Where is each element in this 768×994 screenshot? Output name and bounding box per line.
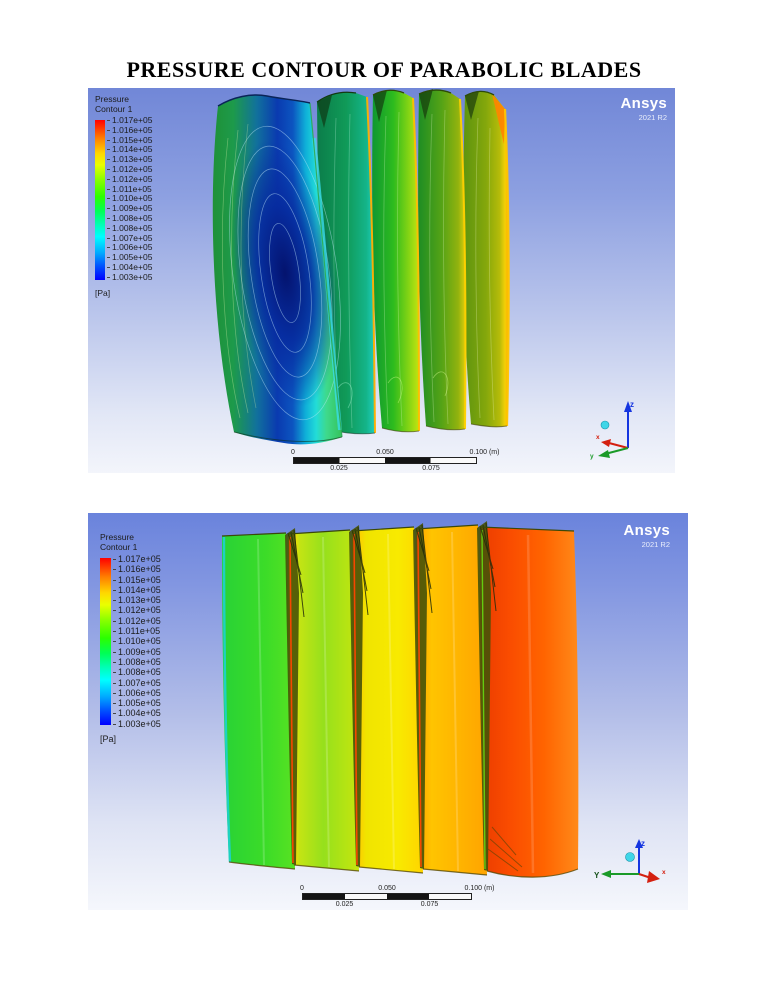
ansys-wordmark: Ansys	[623, 522, 670, 539]
ruler-label-max: 0.100 (m)	[464, 885, 495, 892]
ruler-bar	[293, 457, 477, 464]
legend-value: 1.009e+05	[107, 203, 152, 214]
legend-value: 1.016e+05	[113, 564, 161, 574]
axis-y-label: y	[590, 453, 594, 460]
ruler-label-mid: 0.050	[378, 885, 396, 892]
axis-y-arrowhead	[598, 450, 610, 458]
legend-value: 1.014e+05	[113, 585, 161, 595]
legend-value: 1.012e+05	[113, 616, 161, 626]
axis-x-label: x	[662, 869, 666, 876]
scale-ruler: 0 0.050 0.100 (m) 0.025 0.075	[291, 449, 499, 473]
ruler-label-0: 0	[300, 885, 304, 892]
axis-triad: z Y x	[594, 839, 666, 883]
legend-value: 1.006e+05	[113, 688, 161, 698]
origin-sphere-icon	[625, 852, 635, 862]
legend-value: 1.008e+05	[107, 213, 152, 224]
legend-value: 1.017e+05	[113, 554, 161, 564]
legend-value: 1.003e+05	[107, 272, 152, 283]
contour-plot-canvas-1	[88, 88, 675, 473]
axis-z-label: z	[630, 400, 634, 409]
blade-row-view1	[212, 89, 510, 445]
axis-x-arrow	[608, 442, 629, 449]
axis-x-arrowhead	[601, 439, 611, 447]
legend-title: Pressure	[100, 532, 135, 542]
legend-value: 1.013e+05	[113, 595, 161, 605]
legend-value: 1.007e+05	[113, 678, 161, 688]
axis-y-label: Y	[594, 871, 600, 880]
legend-value: 1.005e+05	[113, 698, 161, 708]
legend-value: 1.010e+05	[107, 194, 152, 204]
ruler-bar	[302, 893, 472, 900]
ansys-version: 2021 R2	[641, 540, 670, 549]
ruler-label-q1: 0.025	[335, 901, 354, 908]
legend-value: 1.012e+05	[113, 605, 161, 615]
ruler-label-q1: 0.025	[330, 465, 348, 472]
legend-value: 1.007e+05	[107, 233, 152, 244]
legend-value: 1.008e+05	[113, 657, 161, 667]
legend-value: 1.006e+05	[107, 243, 152, 253]
axis-triad: z x y	[590, 400, 634, 460]
contour-plot-canvas-2	[88, 513, 688, 910]
legend-unit: [Pa]	[95, 287, 111, 298]
legend-value: 1.011e+05	[107, 184, 152, 195]
axis-y-arrowhead	[601, 870, 611, 878]
legend-value: 1.009e+05	[113, 647, 161, 657]
legend-value: 1.015e+05	[113, 575, 161, 585]
scale-ruler: 0 0.050 0.100 (m) 0.025 0.075	[300, 885, 494, 910]
legend-values: 1.017e+05 1.016e+05 1.015e+05 1.014e+05 1.01…	[113, 554, 161, 729]
legend-subtitle: Contour 1	[100, 542, 138, 552]
legend-unit: [Pa]	[100, 734, 117, 745]
blade-row-view2	[221, 521, 579, 878]
ruler-label-mid: 0.050	[376, 449, 394, 456]
axis-x-label: x	[596, 434, 600, 441]
axis-y-arrow	[604, 447, 629, 455]
pressure-legend: Pressure Contour 1 1.017e+05 1.016e+05 1.0…	[100, 532, 161, 744]
legend-value: 1.011e+05	[113, 626, 161, 636]
legend-value: 1.004e+05	[107, 262, 152, 273]
pressure-legend: Pressure Contour 1 1.017e+05 1.016e+05 1.0…	[95, 94, 152, 298]
legend-value: 1.014e+05	[107, 145, 152, 155]
legend-value: 1.004e+05	[113, 708, 161, 718]
legend-value: 1.010e+05	[113, 636, 161, 646]
ruler-label-max: 0.100 (m)	[469, 449, 500, 456]
legend-value: 1.008e+05	[107, 223, 152, 234]
page-title: PRESSURE CONTOUR OF PARABOLIC BLADES	[126, 56, 642, 82]
ruler-label-0: 0	[291, 449, 295, 456]
ansys-logo: Ansys 2021 R2	[623, 522, 670, 549]
axis-z-arrowhead	[635, 839, 643, 848]
legend-value: 1.015e+05	[107, 135, 152, 146]
ruler-label-q3: 0.075	[420, 901, 439, 908]
legend-value: 1.003e+05	[113, 719, 161, 729]
axis-x-arrowhead	[647, 871, 660, 883]
ruler-label-q3: 0.075	[422, 465, 440, 472]
legend-value: 1.005e+05	[107, 252, 152, 263]
legend-title: Pressure	[95, 94, 130, 104]
axis-z-label: z	[641, 839, 645, 848]
legend-value: 1.013e+05	[107, 154, 152, 165]
ansys-contour-figure-bottom: Pressure Contour 1 1.017e+05 1.016e+05 1.0…	[88, 513, 688, 910]
ansys-logo: Ansys 2021 R2	[620, 95, 667, 122]
axis-z-arrowhead	[624, 401, 632, 412]
legend-values: 1.017e+05 1.016e+05 1.015e+05 1.014e+05 1.01…	[107, 115, 152, 283]
colorbar	[100, 558, 111, 725]
legend-value: 1.008e+05	[113, 667, 161, 677]
legend-value: 1.012e+05	[107, 164, 152, 175]
legend-value: 1.012e+05	[107, 174, 152, 185]
legend-subtitle: Contour 1	[95, 104, 133, 114]
origin-sphere-icon	[600, 420, 610, 430]
legend-value: 1.017e+05	[107, 115, 152, 126]
ansys-contour-figure-top: Pressure Contour 1 1.017e+05 1.016e+05 1.0…	[88, 88, 675, 473]
ansys-wordmark: Ansys	[620, 95, 667, 112]
legend-value: 1.016e+05	[107, 125, 152, 136]
ansys-version: 2021 R2	[638, 113, 667, 122]
colorbar	[95, 120, 105, 280]
